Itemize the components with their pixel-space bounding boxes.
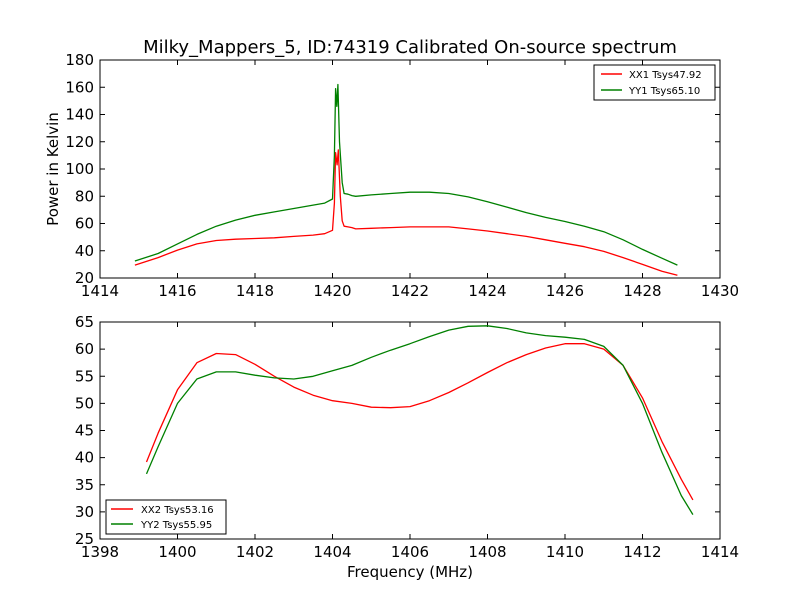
top-legend-label-1: YY1 Tsys65.10 (628, 86, 700, 97)
bottom-x-tick-label: 1398 (81, 543, 119, 561)
top-x-tick-label: 1416 (158, 282, 196, 300)
bottom-series-lines (145, 325, 694, 515)
bottom-legend-label-1: YY2 Tsys55.95 (140, 520, 212, 531)
bottom-x-tick-label: 1412 (623, 543, 661, 561)
top-y-tick-label: 80 (75, 187, 94, 205)
top-x-tick-label: 1420 (313, 282, 351, 300)
bottom-series-line-1 (145, 325, 694, 515)
top-x-tick-label: 1428 (623, 282, 661, 300)
top-series-lines (134, 83, 678, 276)
bottom-y-tick-label: 50 (75, 394, 94, 412)
bottom-x-tick-label: 1410 (546, 543, 584, 561)
bottom-y-tick-label: 30 (75, 503, 94, 521)
top-legend: XX1 Tsys47.92 YY1 Tsys65.10 (593, 64, 716, 101)
bottom-y-tick-label: 40 (75, 449, 94, 467)
bottom-legend-box (105, 499, 227, 535)
top-y-tick-label: 60 (75, 215, 94, 233)
top-y-tick-label: 20 (75, 269, 94, 287)
bottom-legend: XX2 Tsys53.16 YY2 Tsys55.95 (105, 499, 227, 535)
bottom-legend-label-0: XX2 Tsys53.16 (141, 505, 214, 516)
top-x-tick-label: 1414 (81, 282, 119, 300)
bottom-series-line-0 (145, 343, 694, 501)
bottom-x-tick-label: 1406 (391, 543, 429, 561)
top-x-tick-label: 1430 (701, 282, 739, 300)
bottom-y-tick-label: 25 (75, 530, 94, 548)
top-x-tick-label: 1426 (546, 282, 584, 300)
top-y-tick-label: 140 (65, 106, 94, 124)
top-y-tick-label: 120 (65, 133, 94, 151)
top-series-line-0 (134, 149, 678, 276)
top-y-axis-label: Power in Kelvin (44, 112, 62, 226)
bottom-x-tick-label: 1402 (236, 543, 274, 561)
top-y-tick-label: 40 (75, 242, 94, 260)
bottom-x-tick-label: 1408 (468, 543, 506, 561)
bottom-y-tick-label: 45 (75, 422, 94, 440)
bottom-x-tick-label: 1400 (158, 543, 196, 561)
top-plot: Power in Kelvin 1414 1416 1418 1420 1422 1424… (44, 51, 739, 300)
chart-title: Milky_Mappers_5, ID:74319 Calibrated On-… (143, 37, 677, 58)
bottom-x-tick-label: 1404 (313, 543, 351, 561)
bottom-y-tick-label: 55 (75, 367, 94, 385)
top-y-tick-label: 160 (65, 78, 94, 96)
bottom-x-tick-label: 1414 (701, 543, 739, 561)
top-legend-label-0: XX1 Tsys47.92 (629, 70, 702, 81)
bottom-y-tick-label: 60 (75, 340, 94, 358)
top-legend-box (593, 64, 716, 101)
bottom-y-tick-label: 35 (75, 476, 94, 494)
top-y-tick-label: 100 (65, 160, 94, 178)
bottom-plot: Frequency (MHz) 1398 1400 1402 1404 1406 1408… (75, 313, 739, 581)
top-x-tick-label: 1418 (236, 282, 274, 300)
top-ticks: 1414 1416 1418 1420 1422 1424 1426 1428 1430 20 40… (65, 51, 739, 300)
bottom-ticks: 1398 1400 1402 1404 1406 1408 1410 1412 1414 25 30… (75, 313, 739, 561)
top-x-tick-label: 1424 (468, 282, 506, 300)
bottom-y-tick-label: 65 (75, 313, 94, 331)
top-x-tick-label: 1422 (391, 282, 429, 300)
top-series-line-1 (134, 83, 678, 266)
top-y-tick-label: 180 (65, 51, 94, 69)
bottom-x-axis-label: Frequency (MHz) (347, 563, 473, 581)
